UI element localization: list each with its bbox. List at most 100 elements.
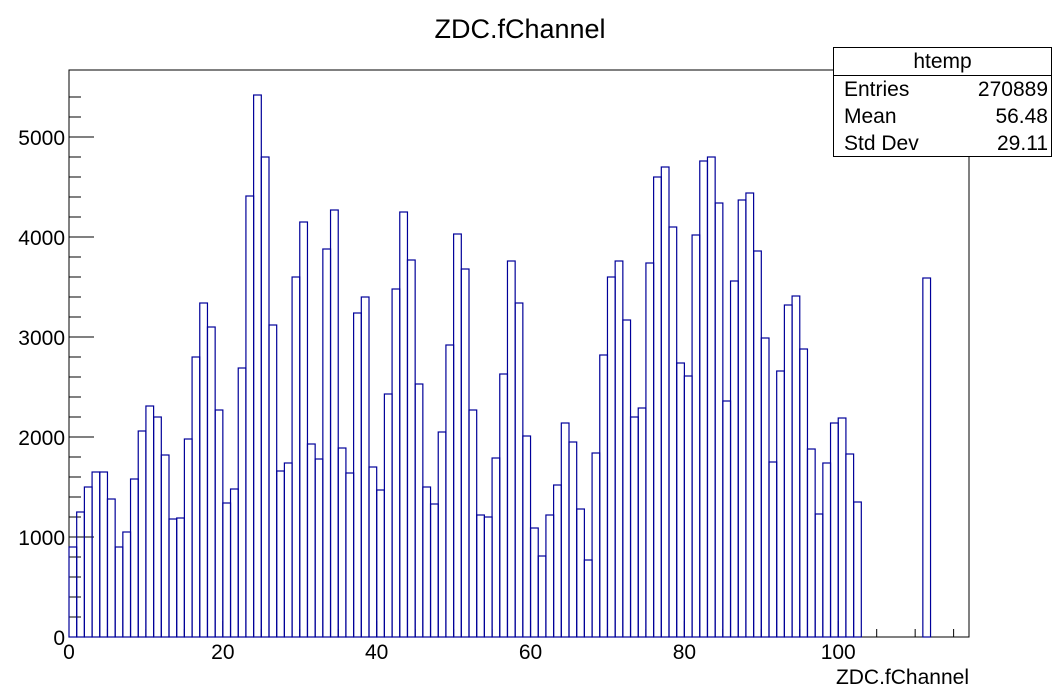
stats-label: Mean xyxy=(844,105,897,128)
histogram-bin xyxy=(553,484,562,638)
histogram-bin xyxy=(91,471,101,638)
y-tick-label: 5000 xyxy=(18,127,65,150)
histogram-bin xyxy=(145,405,155,638)
stats-box: htemp Entries 270889 Mean 56.48 Std Dev … xyxy=(833,47,1052,157)
histogram-bin xyxy=(837,417,847,638)
histogram-bin xyxy=(76,511,85,638)
histogram-bin xyxy=(853,501,862,638)
histogram-bin xyxy=(445,344,455,638)
histogram-bin xyxy=(699,160,709,638)
histogram-bin xyxy=(306,443,316,638)
histogram-bin xyxy=(706,156,716,638)
stats-value: 29.11 xyxy=(997,132,1048,155)
histogram-bin xyxy=(337,447,347,638)
histogram-bin xyxy=(345,472,355,638)
histogram-bin xyxy=(722,400,732,638)
histogram-bin xyxy=(314,458,324,638)
stats-value: 56.48 xyxy=(995,105,1048,128)
stats-row-stddev: Std Dev 29.11 xyxy=(834,130,1051,157)
x-tick-label: 100 xyxy=(821,641,856,664)
histogram-bin xyxy=(453,233,462,638)
histogram-bin xyxy=(737,199,747,638)
x-tick-label: 80 xyxy=(673,641,696,664)
histogram-bin xyxy=(391,288,401,638)
histogram-bin xyxy=(137,430,147,638)
histogram-bin xyxy=(422,486,432,638)
y-tick-label: 1000 xyxy=(18,527,65,550)
histogram-bin xyxy=(468,409,478,638)
chart-title: ZDC.fChannel xyxy=(434,14,605,44)
y-tick-label: 3000 xyxy=(18,327,65,350)
x-axis-label: ZDC.fChannel xyxy=(836,666,969,687)
histogram-bin xyxy=(276,470,285,638)
histogram-bin xyxy=(268,324,278,638)
histogram-bin xyxy=(583,559,593,638)
histogram-bin xyxy=(683,375,693,638)
histogram-bin xyxy=(560,422,570,638)
histogram-bin xyxy=(522,435,532,638)
histogram-bin xyxy=(383,393,393,638)
y-tick-label: 4000 xyxy=(18,227,65,250)
histogram-bin xyxy=(183,438,193,638)
histogram-bin xyxy=(476,514,485,638)
histogram-bin xyxy=(606,276,616,638)
histogram-bin xyxy=(368,466,378,638)
histogram-bin xyxy=(614,260,624,638)
histogram-bin xyxy=(122,531,132,638)
histogram-bin xyxy=(176,517,185,638)
histogram-bin xyxy=(714,202,724,638)
histogram-bin xyxy=(106,498,116,638)
histogram-bin xyxy=(591,452,601,638)
histogram-bin xyxy=(414,383,424,638)
histogram-bin xyxy=(206,326,216,638)
y-tick-label: 0 xyxy=(53,627,65,650)
histogram-bin xyxy=(291,276,301,638)
histogram-bin xyxy=(814,513,824,638)
histogram-bin xyxy=(514,302,524,638)
histogram-bin xyxy=(129,478,139,638)
histogram-bin xyxy=(776,370,785,638)
histogram-bin xyxy=(299,221,309,638)
histogram-bins xyxy=(68,94,932,638)
histogram-bin xyxy=(668,226,678,638)
histogram-bin xyxy=(214,409,224,638)
histogram-bin xyxy=(791,295,801,638)
histogram-bin xyxy=(622,319,632,638)
histogram-bin xyxy=(753,250,762,638)
histogram-bin xyxy=(653,176,662,638)
histogram-bin xyxy=(799,348,809,638)
histogram-bin xyxy=(576,508,585,638)
histogram-bin xyxy=(68,546,78,638)
histogram-bin xyxy=(329,209,339,638)
histogram-bin xyxy=(322,248,332,638)
stats-title: htemp xyxy=(834,48,1051,76)
histogram-bin xyxy=(437,431,447,638)
histogram-bin xyxy=(399,211,409,638)
histogram-bin xyxy=(160,454,170,638)
histogram-bin xyxy=(745,192,755,638)
histogram-bin xyxy=(506,260,516,638)
histogram-bin xyxy=(153,416,162,638)
histogram-bin xyxy=(629,416,639,638)
histogram-bin xyxy=(676,362,685,638)
histogram-bin xyxy=(645,262,655,638)
histogram-bin xyxy=(460,268,470,638)
stats-row-mean: Mean 56.48 xyxy=(834,103,1051,130)
histogram-bin xyxy=(222,502,232,638)
histogram-bin xyxy=(253,94,262,638)
histogram-bin xyxy=(760,337,770,638)
histogram-bin xyxy=(768,461,778,638)
histogram-bin xyxy=(829,422,839,638)
histogram-bin xyxy=(429,503,439,638)
histogram-bin xyxy=(637,407,647,638)
histogram-bin xyxy=(545,514,555,638)
histogram-bin xyxy=(529,527,539,638)
x-axis: 0 20 40 60 80 100 xyxy=(63,621,955,664)
stats-label: Entries xyxy=(844,78,910,101)
histogram-bin xyxy=(168,518,178,638)
histogram-bin xyxy=(406,259,416,638)
histogram-bin xyxy=(845,453,855,638)
histogram-bin xyxy=(260,156,270,638)
histogram-bin xyxy=(806,448,816,638)
